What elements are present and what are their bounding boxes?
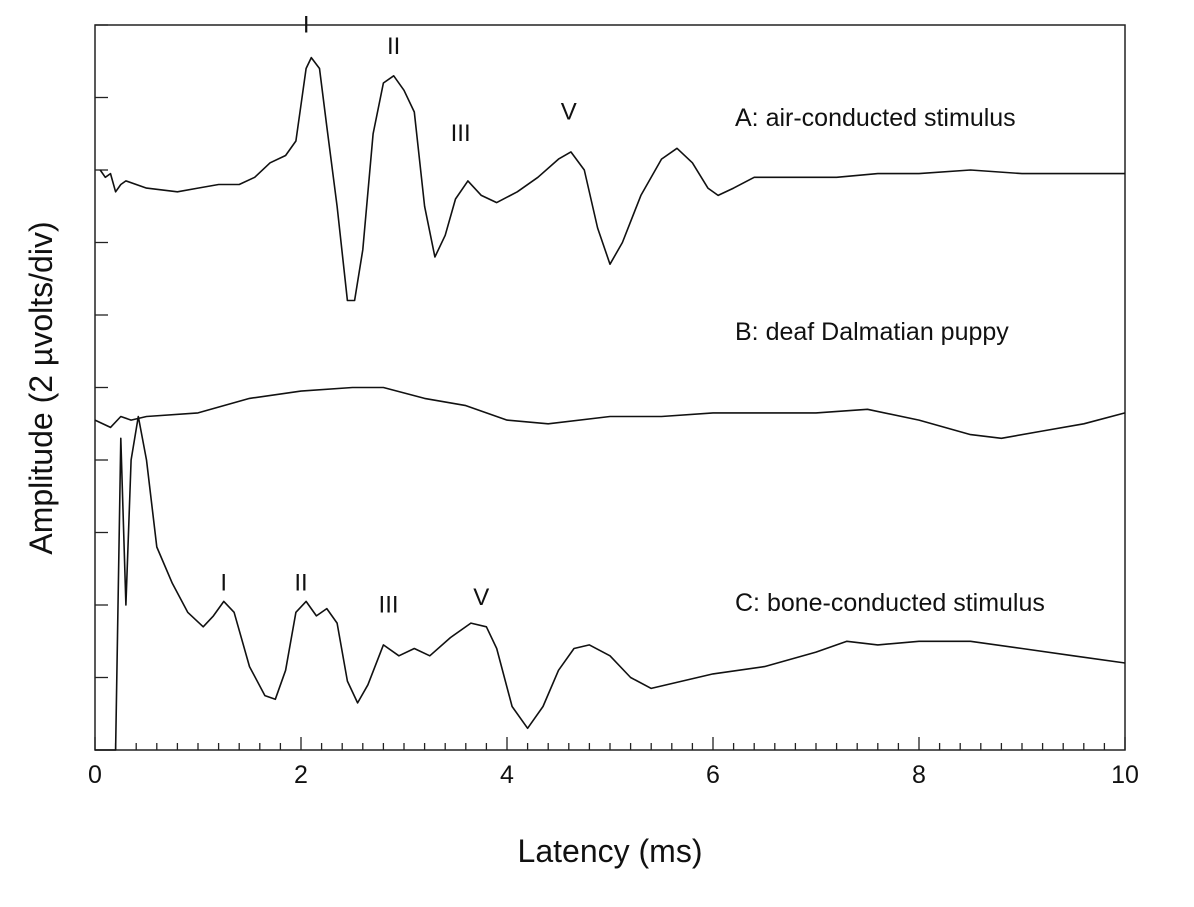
- trace-labels: A: air-conducted stimulus B: deaf Dalmati…: [735, 104, 1045, 617]
- trace-label-b: B: deaf Dalmatian puppy: [735, 318, 1009, 346]
- peak-label: I: [303, 11, 310, 38]
- x-tick-label: 0: [88, 761, 102, 789]
- peak-label: II: [294, 570, 307, 597]
- waveform-traces: [94, 56, 1126, 751]
- peak-label: V: [473, 584, 489, 611]
- axis-ticks: [94, 24, 1126, 750]
- peak-label: I: [220, 570, 227, 597]
- x-tick-label: 10: [1111, 761, 1139, 789]
- y-axis-title: Amplitude (2 µvolts/div): [23, 221, 59, 554]
- peak-label: III: [379, 591, 399, 618]
- peak-label: III: [451, 120, 471, 147]
- x-tick-labels: 0 2 4 6 8 10: [88, 761, 1139, 789]
- trace-b-deaf-dalmatian: [94, 386, 1126, 440]
- trace-c-bone-conducted: [95, 415, 1126, 751]
- x-tick-label: 2: [294, 761, 308, 789]
- peak-label: V: [561, 98, 577, 125]
- trace-label-a: A: air-conducted stimulus: [735, 104, 1016, 132]
- trace-label-c: C: bone-conducted stimulus: [735, 589, 1045, 617]
- x-tick-label: 6: [706, 761, 720, 789]
- x-axis-title: Latency (ms): [518, 833, 703, 869]
- x-tick-label: 4: [500, 761, 514, 789]
- x-tick-label: 8: [912, 761, 926, 789]
- trace-a-air-conducted: [99, 56, 1125, 302]
- peak-label: II: [387, 33, 400, 60]
